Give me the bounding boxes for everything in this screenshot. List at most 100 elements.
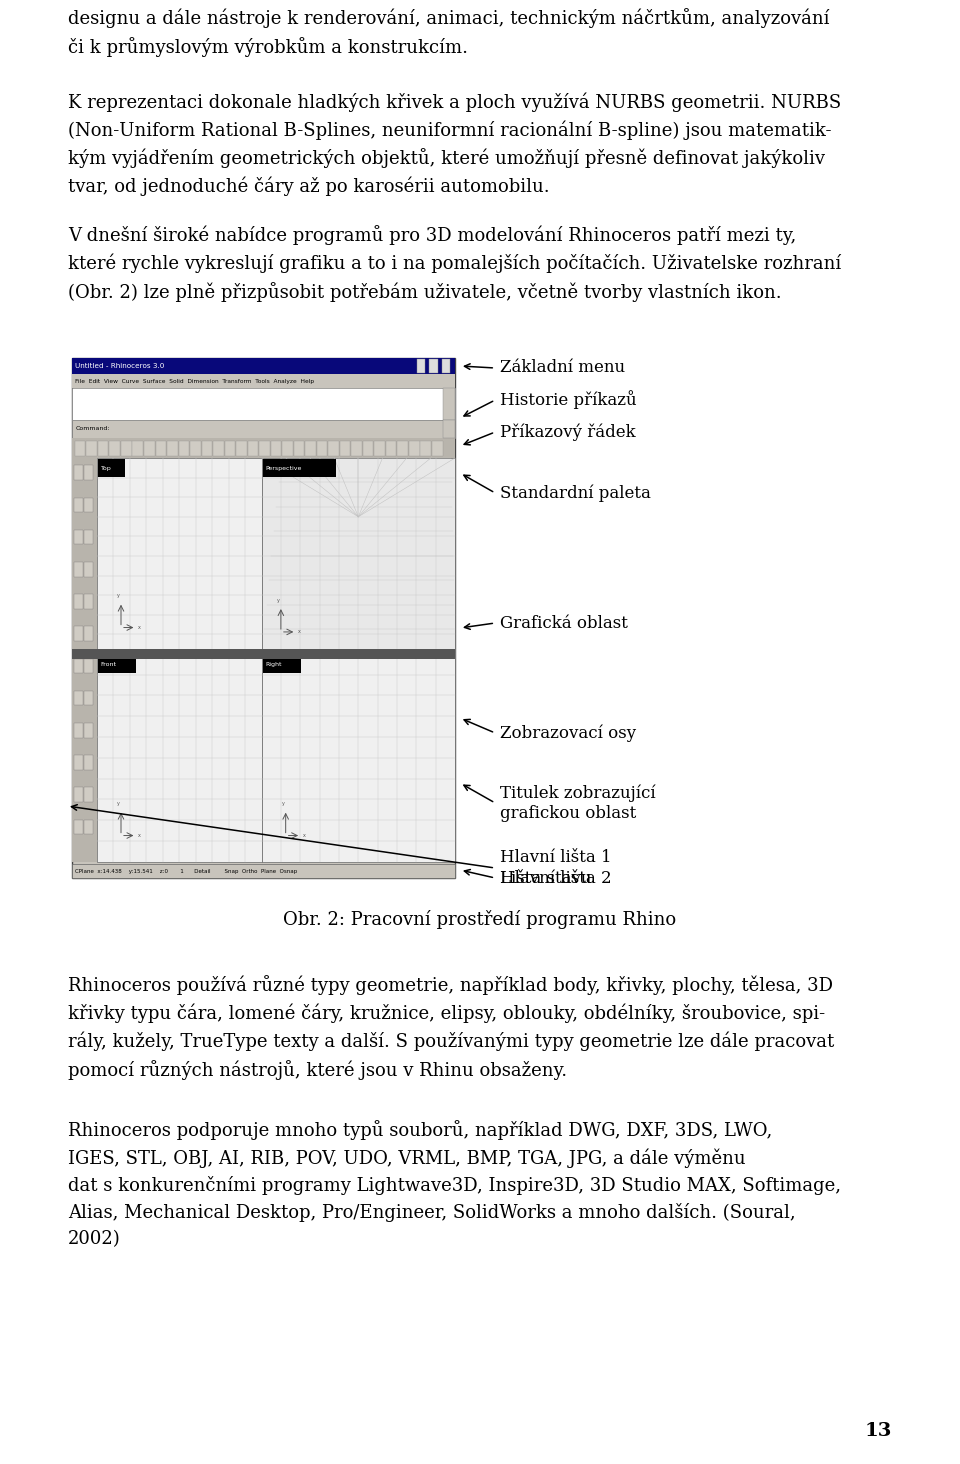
Bar xyxy=(72,420,455,438)
Bar xyxy=(72,458,97,862)
Bar xyxy=(72,438,455,458)
Bar xyxy=(374,441,385,455)
Bar xyxy=(190,441,201,455)
Text: y: y xyxy=(117,801,120,807)
Bar xyxy=(84,755,93,770)
Bar xyxy=(444,388,455,420)
Text: y: y xyxy=(276,597,279,603)
Bar xyxy=(429,360,438,372)
Bar xyxy=(84,530,93,545)
Bar xyxy=(144,441,155,455)
Bar xyxy=(84,466,93,480)
Bar xyxy=(263,460,336,477)
Text: Grafická oblast: Grafická oblast xyxy=(500,615,628,631)
Bar xyxy=(363,441,373,455)
Text: Zobrazovací osy: Zobrazovací osy xyxy=(500,725,636,742)
Bar xyxy=(74,530,83,545)
Bar xyxy=(340,441,350,455)
Bar xyxy=(72,373,455,388)
Bar xyxy=(74,627,83,641)
Bar xyxy=(121,441,132,455)
Bar xyxy=(84,627,93,641)
Bar xyxy=(305,441,316,455)
Bar xyxy=(98,460,125,477)
Bar xyxy=(72,359,455,878)
Bar xyxy=(72,864,455,878)
Text: Rhinoceros podporuje mnoho typů souborů, například DWG, DXF, 3DS, LWO,
IGES, STL: Rhinoceros podporuje mnoho typů souborů,… xyxy=(68,1120,841,1249)
Bar xyxy=(202,441,212,455)
Bar xyxy=(72,649,455,659)
Bar xyxy=(74,562,83,577)
Bar xyxy=(167,441,178,455)
Text: x: x xyxy=(299,630,301,634)
Bar xyxy=(74,755,83,770)
Bar xyxy=(97,654,262,862)
Bar xyxy=(262,654,455,862)
Bar xyxy=(84,723,93,738)
Text: Lišta stavu: Lišta stavu xyxy=(500,870,591,887)
Bar xyxy=(98,441,108,455)
Bar xyxy=(74,820,83,834)
Bar xyxy=(432,441,443,455)
Bar xyxy=(74,594,83,609)
Text: 13: 13 xyxy=(865,1422,892,1441)
Bar xyxy=(72,388,455,420)
Bar xyxy=(84,659,93,673)
Text: x: x xyxy=(303,833,306,837)
Bar xyxy=(263,656,301,673)
Text: Untitled - Rhinoceros 3.0: Untitled - Rhinoceros 3.0 xyxy=(75,363,164,369)
Bar xyxy=(156,441,166,455)
Bar xyxy=(74,466,83,480)
Bar xyxy=(317,441,327,455)
Bar xyxy=(248,441,258,455)
Bar xyxy=(84,562,93,577)
Text: K reprezentaci dokonale hladkých křivek a ploch využívá NURBS geometrii. NURBS
(: K reprezentaci dokonale hladkých křivek … xyxy=(68,92,841,196)
Text: Right: Right xyxy=(266,662,282,666)
Bar xyxy=(132,441,143,455)
Bar xyxy=(109,441,120,455)
Bar xyxy=(444,420,455,438)
Bar xyxy=(75,441,85,455)
Text: File  Edit  View  Curve  Surface  Solid  Dimension  Transform  Tools  Analyze  H: File Edit View Curve Surface Solid Dimen… xyxy=(75,379,314,384)
Bar xyxy=(84,498,93,512)
Bar xyxy=(98,656,136,673)
Bar xyxy=(442,360,450,372)
Text: V dnešní široké nabídce programů pro 3D modelování Rhinoceros patří mezi ty,
kte: V dnešní široké nabídce programů pro 3D … xyxy=(68,225,841,302)
Text: Obr. 2: Pracovní prostředí programu Rhino: Obr. 2: Pracovní prostředí programu Rhin… xyxy=(283,911,677,930)
Text: designu a dále nástroje k renderování, animaci, technickým náčrtkům, analyzování: designu a dále nástroje k renderování, a… xyxy=(68,7,829,57)
Bar xyxy=(328,441,339,455)
Bar xyxy=(397,441,408,455)
Bar xyxy=(420,441,431,455)
Bar xyxy=(86,441,97,455)
Bar xyxy=(262,458,455,654)
Text: Hlavní lišta 1
Hlavní lišta 2: Hlavní lišta 1 Hlavní lišta 2 xyxy=(500,849,612,887)
Bar xyxy=(72,359,455,373)
Bar xyxy=(213,441,224,455)
Bar xyxy=(294,441,304,455)
Bar xyxy=(97,458,262,654)
Text: Command:: Command: xyxy=(76,426,110,432)
Text: Front: Front xyxy=(101,662,117,666)
Text: Perspective: Perspective xyxy=(266,466,301,471)
Bar xyxy=(409,441,420,455)
Bar xyxy=(225,441,235,455)
Text: CPlane  x:14.438    y:15.541    z:0       1      Detail        Snap  Ortho  Plan: CPlane x:14.438 y:15.541 z:0 1 Detail Sn… xyxy=(75,868,298,874)
Text: Standardní paleta: Standardní paleta xyxy=(500,485,651,502)
Bar xyxy=(74,659,83,673)
Bar xyxy=(84,820,93,834)
Text: Základní menu: Základní menu xyxy=(500,360,625,376)
Text: Titulek zobrazující
grafickou oblast: Titulek zobrazující grafickou oblast xyxy=(500,785,656,821)
Text: y: y xyxy=(117,593,120,599)
Bar xyxy=(236,441,247,455)
Bar xyxy=(74,498,83,512)
Bar xyxy=(351,441,362,455)
Bar xyxy=(84,691,93,706)
Bar xyxy=(74,723,83,738)
Text: y: y xyxy=(281,801,284,807)
Bar xyxy=(179,441,189,455)
Text: Příkazový řádek: Příkazový řádek xyxy=(500,423,636,441)
Bar xyxy=(74,788,83,802)
Text: Historie příkazů: Historie příkazů xyxy=(500,391,636,410)
Bar xyxy=(271,441,281,455)
Bar xyxy=(386,441,396,455)
